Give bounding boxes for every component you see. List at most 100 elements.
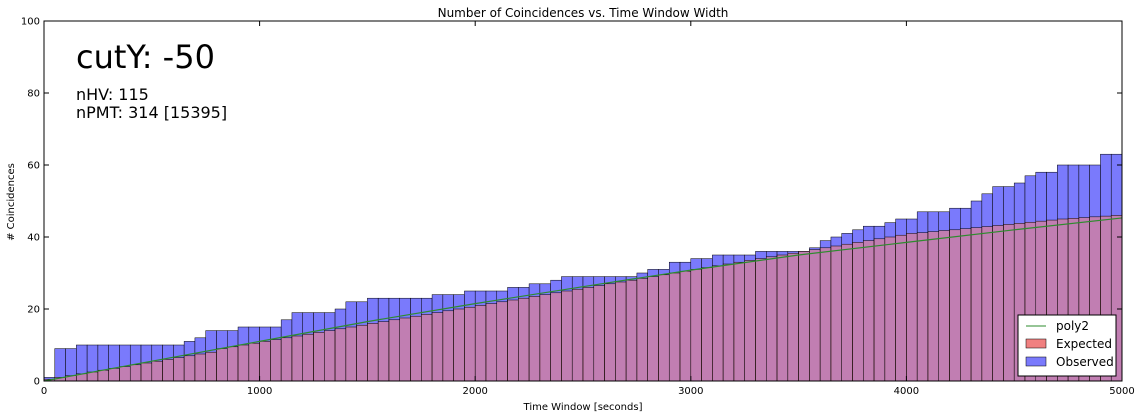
y-tick-label: 0 (34, 377, 40, 388)
y-tick-label: 20 (27, 305, 40, 316)
legend-observed-label: Observed (1056, 355, 1114, 369)
expected-bar (291, 335, 303, 382)
expected-bar (884, 236, 896, 382)
chart-title: Number of Coincidences vs. Time Window W… (438, 6, 729, 20)
expected-bar (129, 364, 142, 382)
expected-bar (690, 269, 702, 382)
expected-bar (173, 357, 185, 382)
x-tick-label: 3000 (678, 386, 703, 397)
expected-bar (593, 285, 605, 382)
expected-bar (960, 228, 972, 382)
expected-bar (981, 226, 993, 382)
expected-bar (658, 274, 670, 382)
expected-bar (205, 351, 217, 382)
expected-bar (528, 296, 541, 382)
expected-bar (906, 233, 918, 382)
expected-bar (410, 315, 422, 382)
annotation-cut: cutY: -50 (76, 38, 215, 76)
expected-bar (453, 308, 465, 382)
expected-bar (367, 323, 379, 382)
y-tick-label: 60 (27, 161, 40, 172)
expected-bar (949, 229, 961, 382)
expected-bar (798, 251, 810, 382)
legend-expected-label: Expected (1056, 337, 1112, 351)
expected-bar (259, 341, 271, 382)
expected-bar (992, 225, 1004, 382)
expected-bar (1003, 224, 1015, 382)
x-tick-label: 1000 (247, 386, 272, 397)
expected-bar (863, 240, 875, 382)
expected-bar (183, 355, 196, 382)
series-expected (43, 215, 1123, 382)
expected-bar (970, 227, 983, 382)
expected-bar (679, 270, 692, 382)
expected-bar (701, 267, 713, 382)
expected-bar (345, 326, 357, 382)
expected-bar (507, 299, 519, 382)
expected-bar (582, 287, 595, 382)
expected-bar (776, 254, 789, 382)
expected-bar (151, 360, 163, 382)
expected-bar (938, 230, 950, 382)
expected-bar (668, 272, 681, 382)
expected-bar (744, 260, 756, 382)
y-axis-label: # Coincidences (6, 163, 17, 241)
expected-bar (421, 314, 433, 382)
expected-bar (302, 333, 314, 382)
expected-bar (927, 231, 939, 382)
expected-bar (809, 249, 821, 382)
expected-bar (313, 332, 325, 382)
expected-bar (819, 247, 832, 382)
expected-bar (97, 369, 109, 382)
expected-bar (733, 261, 745, 382)
x-tick-label: 0 (41, 386, 47, 397)
legend-fit-label: poly2 (1056, 319, 1089, 333)
expected-bar (766, 256, 778, 382)
plot-area (43, 20, 1123, 382)
expected-bar (830, 245, 842, 382)
plot-frame (43, 20, 1123, 382)
expected-bar (852, 242, 864, 382)
expected-bar (442, 310, 454, 382)
expected-bar (140, 362, 153, 382)
expected-bar (636, 278, 648, 382)
expected-bar (474, 305, 487, 382)
expected-bar (334, 328, 347, 382)
expected-bar (787, 252, 799, 382)
fit-line (43, 217, 1123, 382)
y-axis: 0 20 40 60 80 100 (21, 17, 1122, 388)
x-axis: 0 1000 2000 3000 4000 5000 (41, 21, 1135, 397)
observed-bar (54, 348, 66, 382)
legend-observed-swatch (1025, 356, 1047, 367)
expected-bar (712, 265, 724, 382)
y-tick-label: 80 (27, 89, 40, 100)
y-tick-label: 100 (21, 17, 40, 28)
expected-bar (571, 288, 584, 382)
expected-bar (119, 366, 131, 382)
expected-bar (895, 234, 907, 382)
expected-bar (518, 297, 530, 382)
expected-bar (916, 232, 929, 382)
expected-bar (561, 290, 573, 382)
expected-bar (324, 330, 336, 382)
expected-bar (615, 281, 627, 382)
expected-bar (194, 353, 206, 382)
expected-bar (722, 263, 735, 382)
expected-bar (388, 319, 400, 382)
expected-bar (496, 301, 508, 382)
annotation-nhv: nHV: 115 (76, 85, 149, 104)
expected-bar (248, 342, 260, 382)
expected-bar (647, 276, 659, 382)
expected-bar (399, 317, 411, 382)
expected-bar (873, 238, 886, 382)
expected-bar (755, 258, 767, 382)
legend: poly2 Expected Observed (1017, 314, 1117, 377)
legend-expected-swatch (1025, 338, 1047, 349)
expected-bar (625, 279, 638, 382)
expected-bar (227, 346, 239, 382)
expected-bar (550, 292, 562, 382)
expected-bar (216, 348, 228, 382)
x-tick-label: 4000 (894, 386, 919, 397)
expected-bar (485, 303, 498, 382)
